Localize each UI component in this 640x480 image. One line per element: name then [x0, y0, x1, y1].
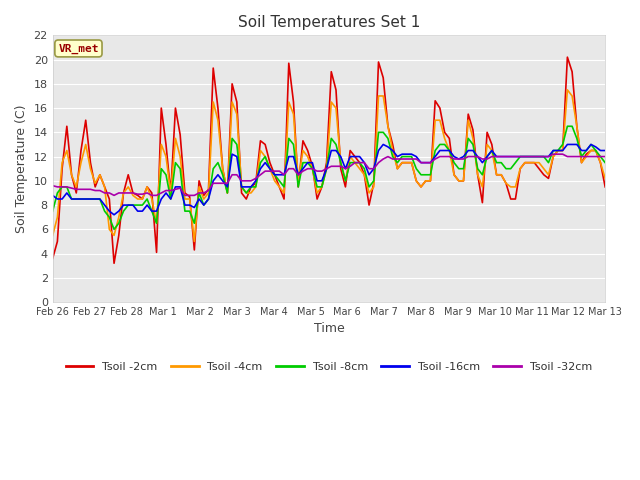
X-axis label: Time: Time	[314, 323, 344, 336]
Title: Soil Temperatures Set 1: Soil Temperatures Set 1	[237, 15, 420, 30]
Text: VR_met: VR_met	[58, 43, 99, 54]
Legend: Tsoil -2cm, Tsoil -4cm, Tsoil -8cm, Tsoil -16cm, Tsoil -32cm: Tsoil -2cm, Tsoil -4cm, Tsoil -8cm, Tsoi…	[61, 358, 596, 376]
Y-axis label: Soil Temperature (C): Soil Temperature (C)	[15, 105, 28, 233]
